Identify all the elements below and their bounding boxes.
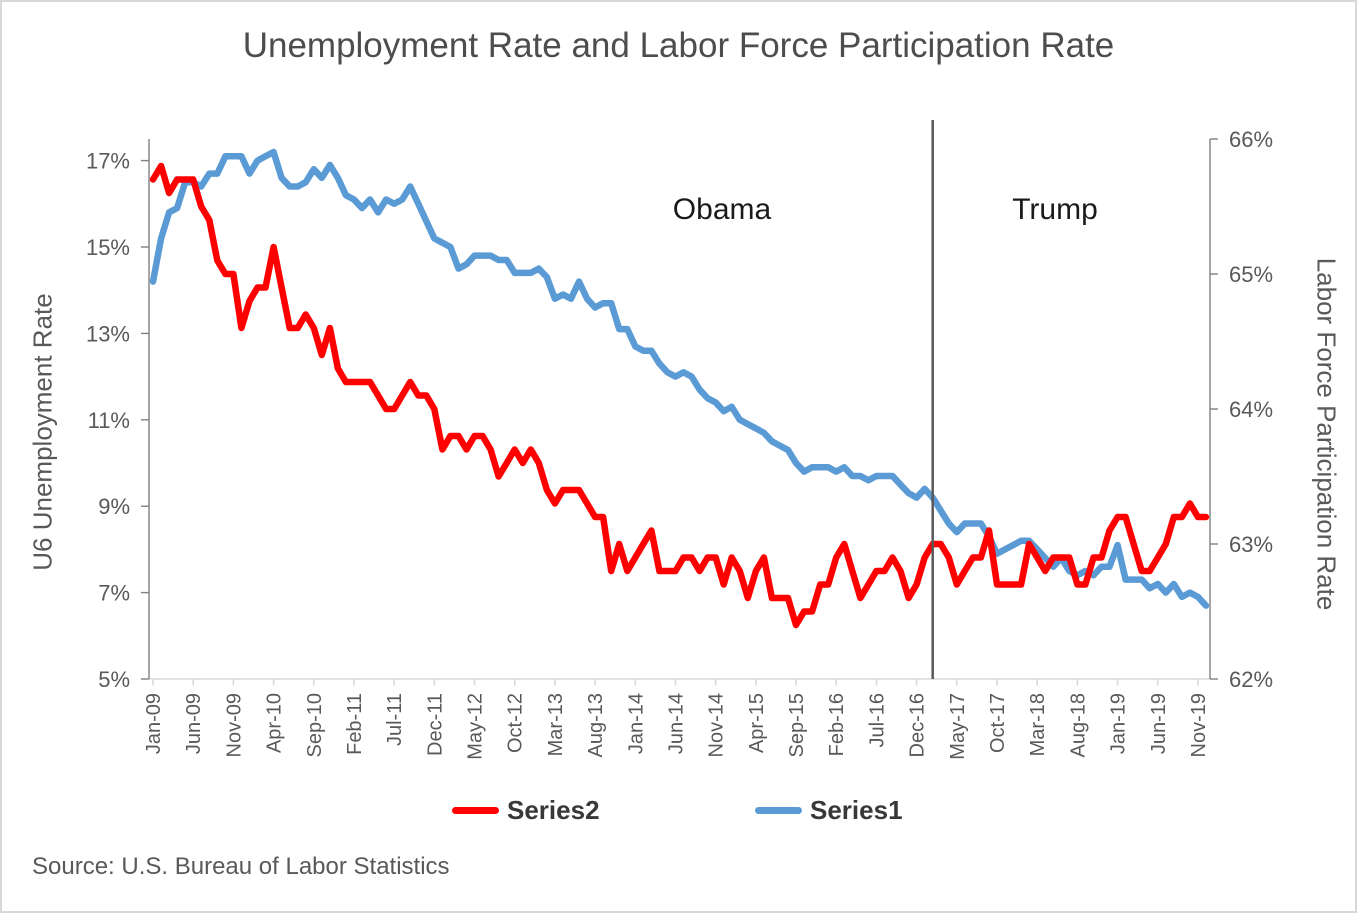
left-axis-tick-label: 13% <box>86 321 130 346</box>
left-axis-tick-label: 5% <box>98 667 130 692</box>
x-tick-label: Apr-10 <box>264 693 286 753</box>
x-tick-label: Feb-16 <box>826 693 848 756</box>
x-tick-label: Apr-15 <box>746 693 768 753</box>
right-axis-tick-label: 66% <box>1229 127 1273 152</box>
left-axis-tick-label: 15% <box>86 235 130 260</box>
chart-title: Unemployment Rate and Labor Force Partic… <box>242 26 1115 65</box>
x-tick-label: Sep-10 <box>304 693 326 758</box>
x-tick-label: Nov-14 <box>706 693 728 757</box>
right-axis-tick-label: 64% <box>1229 397 1273 422</box>
x-tick-label: Aug-13 <box>585 693 607 758</box>
legend-item-series2: Series2 <box>452 795 600 825</box>
left-axis-tick-label: 11% <box>88 408 130 433</box>
x-tick-label: Jul-16 <box>866 693 888 747</box>
x-tick-label: Jun-14 <box>665 693 687 754</box>
x-tick-label: Feb-11 <box>344 693 366 755</box>
x-tick-label: Nov-09 <box>223 693 245 757</box>
right-axis-tick-label: 63% <box>1229 532 1273 557</box>
trump-annotation: Trump <box>1012 193 1098 226</box>
legend-label-series1: Series1 <box>810 794 903 825</box>
right-axis-tick-label: 62% <box>1229 667 1273 692</box>
x-tick-label: Jan-14 <box>625 693 647 754</box>
x-tick-label: Dec-16 <box>907 693 929 757</box>
x-tick-label: Dec-11 <box>424 693 446 756</box>
legend-label-series2: Series2 <box>507 794 600 825</box>
series2-legend-swatch <box>452 806 499 814</box>
x-tick-label: Jun-09 <box>183 693 205 754</box>
x-tick-label: Oct-12 <box>505 693 527 753</box>
x-tick-label: Mar-18 <box>1027 693 1049 756</box>
x-tick-label: May-12 <box>465 693 487 760</box>
legend-item-series1: Series1 <box>755 795 903 825</box>
x-tick-label: Jul-11 <box>384 693 406 746</box>
series2-line <box>149 162 1210 629</box>
left-axis-tick-label: 9% <box>98 494 130 519</box>
x-tick-label: Sep-15 <box>786 693 808 758</box>
x-tick-label: Oct-17 <box>987 693 1009 753</box>
x-tick-label: Jan-19 <box>1108 693 1130 754</box>
x-tick-label: Mar-13 <box>545 693 567 756</box>
x-tick-label: Jan-09 <box>143 693 165 754</box>
right-axis-tick-label: 65% <box>1229 262 1273 287</box>
left-axis-tick-label: 17% <box>86 149 130 174</box>
source-note: Source: U.S. Bureau of Labor Statistics <box>32 853 450 880</box>
obama-annotation: Obama <box>672 193 772 226</box>
x-tick-label: May-17 <box>947 693 969 760</box>
series1-legend-swatch <box>755 806 802 814</box>
x-tick-label: Aug-18 <box>1067 693 1089 758</box>
x-tick-label: Nov-19 <box>1188 693 1210 757</box>
x-tick-label: Jun-19 <box>1148 693 1170 754</box>
left-axis-tick-label: 7% <box>98 581 130 606</box>
